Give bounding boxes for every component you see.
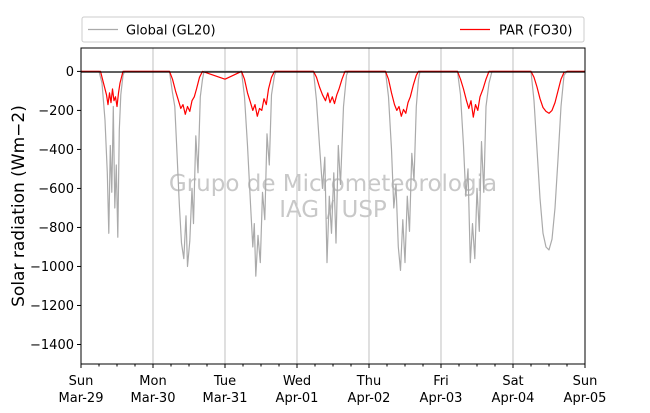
- x-tick-day-label: Sun: [69, 374, 94, 389]
- y-tick-label: −1000: [30, 260, 74, 275]
- x-tick-day-label: Wed: [283, 374, 311, 389]
- legend-label-global: Global (GL20): [126, 24, 216, 39]
- x-axis: Sun Mar-29 Mon Mar-30 Tue Mar-31 Wed Apr-01 Thu A…: [59, 364, 607, 406]
- y-tick-label: −800: [38, 221, 74, 236]
- y-tick-label: −1200: [30, 299, 74, 314]
- series-line-par: [81, 70, 585, 118]
- x-tick-day-label: Thu: [356, 374, 381, 389]
- x-tick-date-label: Apr-04: [492, 391, 535, 406]
- y-tick-label: −600: [38, 182, 74, 197]
- x-tick-day-label: Tue: [213, 374, 236, 389]
- x-tick-date-label: Mar-29: [59, 391, 104, 406]
- y-tick-label: −400: [38, 143, 74, 158]
- x-tick-date-label: Apr-03: [420, 391, 463, 406]
- y-tick-label: 0: [66, 65, 74, 80]
- x-tick-date-label: Mar-30: [131, 391, 176, 406]
- legend-label-par: PAR (FO30): [499, 24, 572, 39]
- legend-frame: [81, 16, 585, 43]
- y-axis: 0 −200 −400 −600 −800 −1000 −1200 −1400: [30, 65, 81, 353]
- x-tick-day-label: Sat: [502, 374, 523, 389]
- x-tick-date-label: Apr-05: [564, 391, 607, 406]
- series-line-global: [81, 70, 585, 277]
- plot-area: Grupo de Micrometeorologia IAG / USP: [80, 47, 586, 365]
- legend: Global (GL20) PAR (FO30): [81, 16, 585, 43]
- y-tick-label: −200: [38, 104, 74, 119]
- x-tick-date-label: Apr-02: [348, 391, 391, 406]
- grid-lines: [152, 48, 514, 364]
- x-tick-day-label: Mon: [139, 374, 166, 389]
- x-tick-date-label: Mar-31: [203, 391, 248, 406]
- x-tick-day-label: Sun: [573, 374, 598, 389]
- y-tick-label: −1400: [30, 338, 74, 353]
- x-tick-date-label: Apr-01: [276, 391, 319, 406]
- x-tick-day-label: Fri: [433, 374, 449, 389]
- series-layer: [81, 70, 585, 277]
- y-axis-label: Solar radiation (Wm−2): [9, 105, 29, 307]
